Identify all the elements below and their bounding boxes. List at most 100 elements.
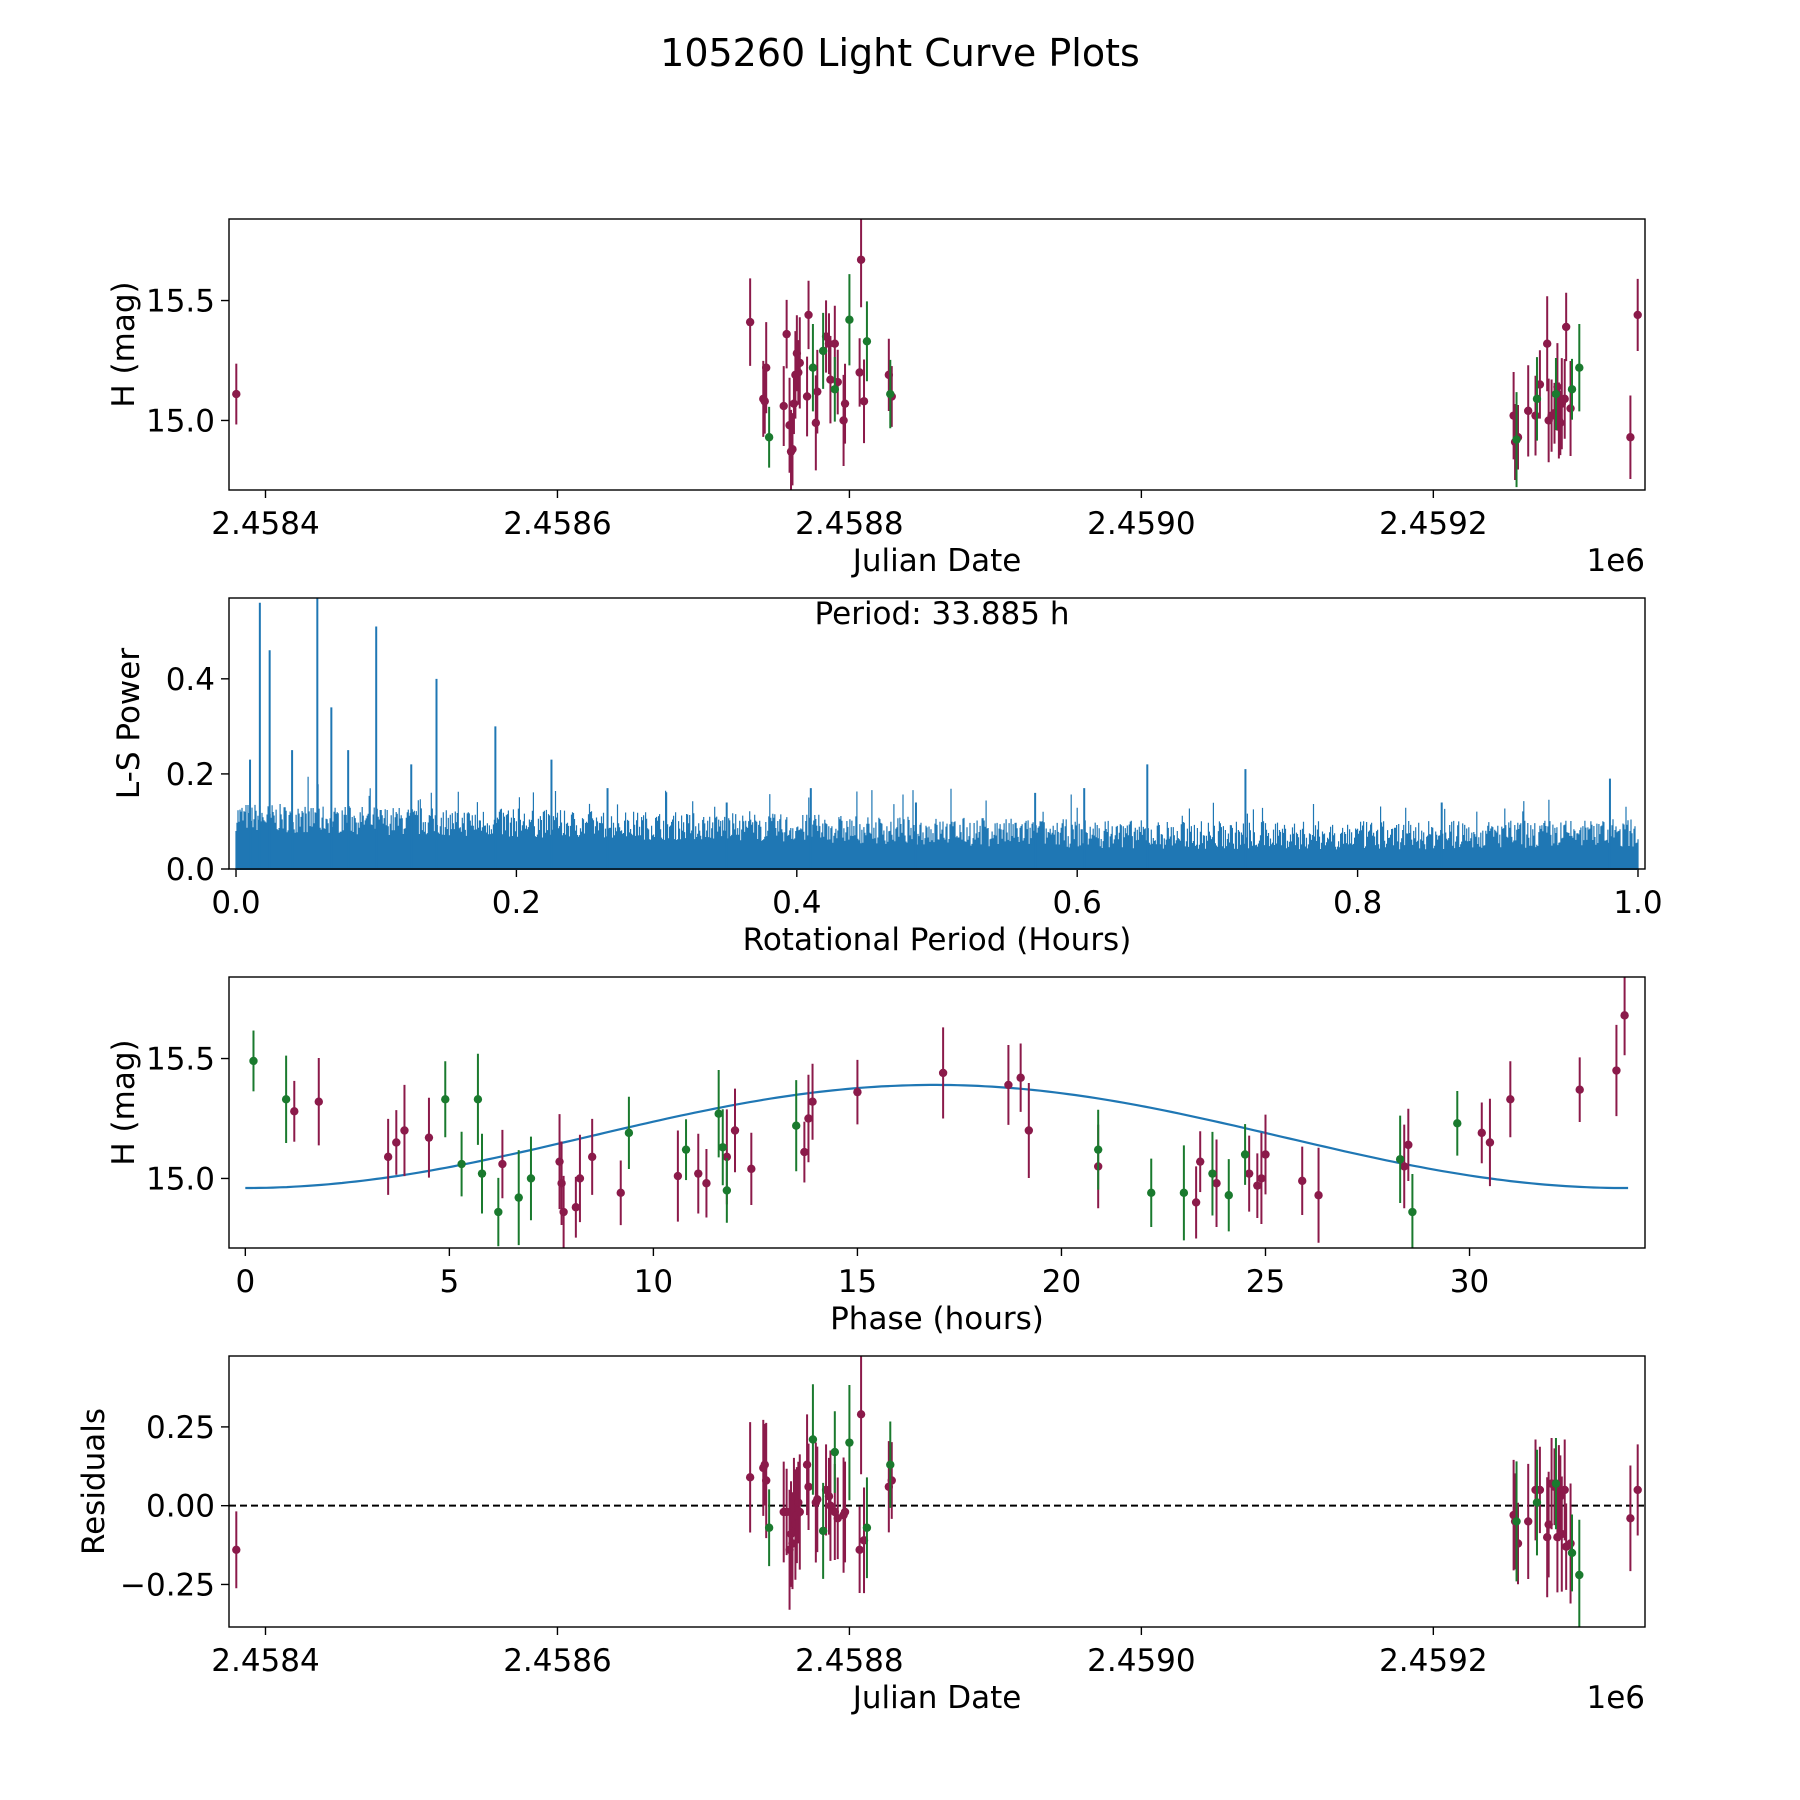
lightcurve-xtick-label: 2.4584 <box>211 506 319 542</box>
maroon-point <box>856 255 866 264</box>
maroon-point <box>616 1188 625 1198</box>
maroon-point <box>1004 1080 1013 1090</box>
residuals-xtick-label: 2.4592 <box>1379 1643 1487 1679</box>
maroon-point <box>802 392 812 401</box>
phased-ytick-label: 15.0 <box>146 1161 215 1197</box>
green-point <box>1179 1188 1189 1198</box>
maroon-point <box>813 1495 822 1504</box>
residuals-panel: Julian Date Residuals 1e6 2.4584 2.4586 2.… <box>76 1355 1646 1716</box>
residuals-ytick-label: 0.25 <box>146 1410 215 1446</box>
maroon-point <box>1633 310 1642 320</box>
green-point <box>818 346 828 356</box>
maroon-point <box>830 339 840 348</box>
maroon-point <box>694 1169 703 1178</box>
green-point <box>1208 1169 1217 1178</box>
green-point <box>441 1095 450 1104</box>
maroon-point <box>1191 1198 1201 1207</box>
green-point <box>1453 1119 1462 1128</box>
maroon-point <box>1524 1517 1533 1526</box>
green-point <box>1224 1191 1233 1200</box>
lightcurve-ytick-label: 15.0 <box>146 403 215 439</box>
residuals-xtick-label: 2.4584 <box>211 1643 319 1679</box>
maroon-point <box>779 401 788 411</box>
maroon-point <box>1253 1181 1262 1190</box>
maroon-point <box>673 1171 683 1181</box>
maroon-point <box>1620 1011 1629 1020</box>
maroon-point <box>1513 1539 1523 1548</box>
periodogram-panel: Rotational Period (Hours) L-S Power Peri… <box>111 596 1663 958</box>
phased-xtick-label: 0 <box>235 1264 255 1300</box>
green-point <box>473 1095 483 1104</box>
maroon-point <box>1485 1138 1495 1147</box>
maroon-point <box>782 329 791 339</box>
maroon-point <box>1016 1073 1025 1082</box>
maroon-point <box>794 1498 803 1507</box>
maroon-point <box>383 1152 393 1162</box>
maroon-point <box>290 1107 299 1116</box>
lightcurve-xtick-label: 2.4590 <box>1087 506 1195 542</box>
green-point <box>681 1145 691 1154</box>
maroon-point <box>1024 1126 1034 1135</box>
residuals-ylabel: Residuals <box>76 1408 112 1555</box>
maroon-point <box>839 416 848 425</box>
periodogram-noise <box>235 776 1639 869</box>
periodogram-xlabel: Rotational Period (Hours) <box>743 922 1132 958</box>
maroon-point <box>1257 1174 1266 1183</box>
maroon-point <box>1506 1095 1515 1104</box>
green-point <box>1532 394 1542 404</box>
green-point <box>845 1438 854 1447</box>
green-point <box>1512 435 1521 444</box>
periodogram-xtick-label: 0.2 <box>492 885 541 921</box>
green-point <box>862 337 872 346</box>
maroon-point <box>1524 406 1533 416</box>
phased-xlabel: Phase (hours) <box>830 1301 1044 1337</box>
green-point <box>830 385 840 394</box>
maroon-point <box>587 1152 597 1162</box>
maroon-point <box>811 418 821 428</box>
green-point <box>457 1159 466 1169</box>
maroon-point <box>424 1133 434 1142</box>
green-point <box>808 1435 818 1444</box>
green-point <box>886 389 895 399</box>
residuals-ytick-label: 0.00 <box>146 1489 215 1525</box>
maroon-point <box>498 1159 507 1169</box>
lightcurve-ylabel: H (mag) <box>106 281 142 407</box>
green-point <box>862 1523 872 1532</box>
maroon-point <box>795 1507 804 1517</box>
green-point <box>722 1186 732 1195</box>
maroon-point <box>1531 411 1540 420</box>
maroon-point <box>887 1476 896 1485</box>
maroon-point <box>400 1126 409 1135</box>
maroon-point <box>1542 339 1552 348</box>
maroon-point <box>1626 1514 1635 1523</box>
phased-panel: Phase (hours) H (mag) 0 5 10 15 20 25 30 15.0 15… <box>106 976 1646 1337</box>
maroon-point <box>794 368 803 377</box>
green-point <box>1567 385 1577 394</box>
periodogram-xtick-label: 1.0 <box>1613 885 1662 921</box>
maroon-point <box>571 1203 581 1212</box>
lightcurve-ytick-label: 15.5 <box>146 284 215 320</box>
periodogram-xtick-label: 0.0 <box>211 885 260 921</box>
maroon-point <box>824 1492 834 1501</box>
maroon-point <box>232 1545 241 1554</box>
maroon-point <box>747 1164 756 1174</box>
green-point <box>514 1193 523 1202</box>
maroon-point <box>1477 1128 1486 1138</box>
green-point <box>764 433 774 442</box>
periodogram-xtick-label: 0.4 <box>772 885 821 921</box>
maroon-point <box>840 1507 850 1517</box>
green-point <box>1147 1188 1156 1198</box>
maroon-point <box>1400 1162 1409 1171</box>
maroon-point <box>840 399 850 408</box>
lightcurve-xtick-label: 2.4588 <box>795 506 903 542</box>
periodogram-ytick-label: 0.2 <box>166 757 215 793</box>
maroon-point <box>788 445 797 454</box>
green-point <box>1512 1517 1521 1526</box>
maroon-point <box>1566 1539 1575 1548</box>
residuals-frame <box>228 1355 1646 1628</box>
green-point <box>714 1109 723 1118</box>
green-point <box>886 1460 895 1469</box>
maroon-point <box>859 397 869 406</box>
maroon-point <box>1612 1066 1621 1075</box>
